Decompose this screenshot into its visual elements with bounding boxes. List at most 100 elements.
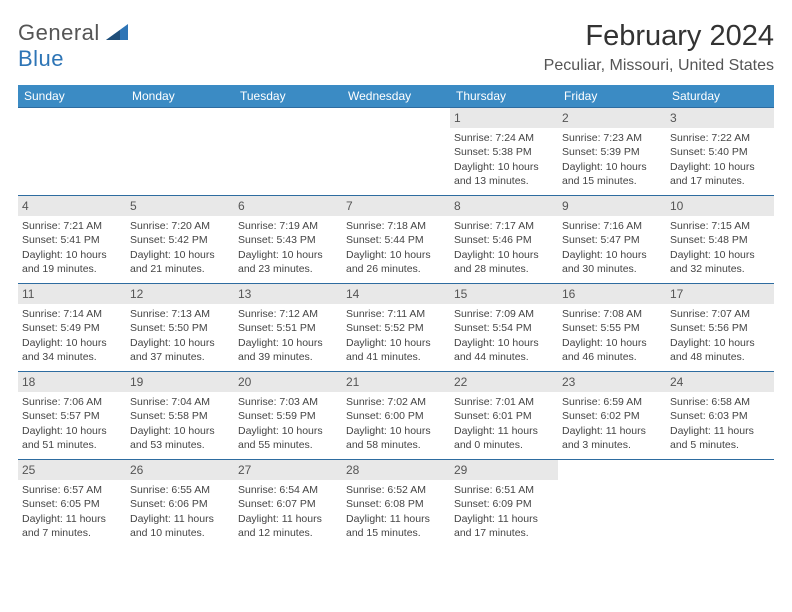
day-cell: 4Sunrise: 7:21 AMSunset: 5:41 PMDaylight… bbox=[18, 196, 126, 284]
weekday-header: Sunday bbox=[18, 85, 126, 108]
day-cell bbox=[18, 108, 126, 196]
day-cell: 2Sunrise: 7:23 AMSunset: 5:39 PMDaylight… bbox=[558, 108, 666, 196]
day-number: 14 bbox=[342, 284, 450, 304]
day-cell bbox=[126, 108, 234, 196]
day-number: 24 bbox=[666, 372, 774, 392]
daylight-text: and 30 minutes. bbox=[562, 262, 662, 276]
sunrise-text: Sunrise: 6:57 AM bbox=[22, 483, 122, 497]
day-cell: 28Sunrise: 6:52 AMSunset: 6:08 PMDayligh… bbox=[342, 460, 450, 548]
day-cell bbox=[342, 108, 450, 196]
day-cell: 7Sunrise: 7:18 AMSunset: 5:44 PMDaylight… bbox=[342, 196, 450, 284]
weekday-header-row: Sunday Monday Tuesday Wednesday Thursday… bbox=[18, 85, 774, 108]
sunrise-text: Sunrise: 7:14 AM bbox=[22, 307, 122, 321]
daylight-text: Daylight: 10 hours bbox=[238, 336, 338, 350]
day-number: 15 bbox=[450, 284, 558, 304]
sunset-text: Sunset: 6:07 PM bbox=[238, 497, 338, 511]
sunset-text: Sunset: 5:51 PM bbox=[238, 321, 338, 335]
sunset-text: Sunset: 5:55 PM bbox=[562, 321, 662, 335]
day-cell: 18Sunrise: 7:06 AMSunset: 5:57 PMDayligh… bbox=[18, 372, 126, 460]
sunset-text: Sunset: 5:59 PM bbox=[238, 409, 338, 423]
day-number: 23 bbox=[558, 372, 666, 392]
daylight-text: and 12 minutes. bbox=[238, 526, 338, 540]
day-cell: 22Sunrise: 7:01 AMSunset: 6:01 PMDayligh… bbox=[450, 372, 558, 460]
sunset-text: Sunset: 6:05 PM bbox=[22, 497, 122, 511]
daylight-text: Daylight: 10 hours bbox=[562, 160, 662, 174]
sunset-text: Sunset: 6:03 PM bbox=[670, 409, 770, 423]
sunset-text: Sunset: 5:58 PM bbox=[130, 409, 230, 423]
daylight-text: Daylight: 10 hours bbox=[670, 248, 770, 262]
logo-triangle-icon bbox=[106, 24, 128, 40]
sunrise-text: Sunrise: 7:18 AM bbox=[346, 219, 446, 233]
day-cell: 8Sunrise: 7:17 AMSunset: 5:46 PMDaylight… bbox=[450, 196, 558, 284]
daylight-text: and 15 minutes. bbox=[346, 526, 446, 540]
sunset-text: Sunset: 5:39 PM bbox=[562, 145, 662, 159]
week-row: 11 Sunrise: 7:14 AMSunset: 5:49 PM Dayligh… bbox=[18, 284, 774, 372]
daylight-text: and 39 minutes. bbox=[238, 350, 338, 364]
daylight-text: Daylight: 10 hours bbox=[670, 160, 770, 174]
daylight-text: and 32 minutes. bbox=[670, 262, 770, 276]
day-number: 11 bbox=[18, 284, 126, 304]
daylight-text: Daylight: 10 hours bbox=[670, 336, 770, 350]
logo-text-general: General bbox=[18, 20, 100, 45]
sunset-text: Sunset: 5:46 PM bbox=[454, 233, 554, 247]
day-cell: 20Sunrise: 7:03 AMSunset: 5:59 PMDayligh… bbox=[234, 372, 342, 460]
sunrise-text: Sunrise: 6:59 AM bbox=[562, 395, 662, 409]
day-number: 13 bbox=[234, 284, 342, 304]
day-cell: 3Sunrise: 7:22 AMSunset: 5:40 PMDaylight… bbox=[666, 108, 774, 196]
week-row: 1Sunrise: 7:24 AMSunset: 5:38 PMDaylight… bbox=[18, 108, 774, 196]
sunrise-text: Sunrise: 6:55 AM bbox=[130, 483, 230, 497]
daylight-text: and 17 minutes. bbox=[454, 526, 554, 540]
day-cell: 25Sunrise: 6:57 AMSunset: 6:05 PMDayligh… bbox=[18, 460, 126, 548]
day-cell bbox=[234, 108, 342, 196]
weekday-header: Saturday bbox=[666, 85, 774, 108]
day-number: 26 bbox=[126, 460, 234, 480]
sunset-text: Sunset: 5:49 PM bbox=[22, 321, 122, 335]
day-number: 6 bbox=[234, 196, 342, 216]
daylight-text: and 0 minutes. bbox=[454, 438, 554, 452]
day-cell: 5Sunrise: 7:20 AMSunset: 5:42 PMDaylight… bbox=[126, 196, 234, 284]
daylight-text: and 10 minutes. bbox=[130, 526, 230, 540]
sunrise-text: Sunrise: 6:52 AM bbox=[346, 483, 446, 497]
daylight-text: and 17 minutes. bbox=[670, 174, 770, 188]
calendar-table: Sunday Monday Tuesday Wednesday Thursday… bbox=[18, 85, 774, 548]
sunrise-text: Sunrise: 7:19 AM bbox=[238, 219, 338, 233]
sunrise-text: Sunrise: 7:04 AM bbox=[130, 395, 230, 409]
daylight-text: and 48 minutes. bbox=[670, 350, 770, 364]
day-cell: 13Sunrise: 7:12 AMSunset: 5:51 PMDayligh… bbox=[234, 284, 342, 372]
daylight-text: and 13 minutes. bbox=[454, 174, 554, 188]
day-cell: 26Sunrise: 6:55 AMSunset: 6:06 PMDayligh… bbox=[126, 460, 234, 548]
daylight-text: Daylight: 11 hours bbox=[454, 512, 554, 526]
weekday-header: Wednesday bbox=[342, 85, 450, 108]
sunset-text: Sunset: 5:52 PM bbox=[346, 321, 446, 335]
daylight-text: Daylight: 10 hours bbox=[238, 424, 338, 438]
daylight-text: and 58 minutes. bbox=[346, 438, 446, 452]
daylight-text: and 21 minutes. bbox=[130, 262, 230, 276]
day-number: 21 bbox=[342, 372, 450, 392]
day-cell: 12Sunrise: 7:13 AMSunset: 5:50 PMDayligh… bbox=[126, 284, 234, 372]
daylight-text: and 23 minutes. bbox=[238, 262, 338, 276]
day-number: 5 bbox=[126, 196, 234, 216]
sunset-text: Sunset: 5:57 PM bbox=[22, 409, 122, 423]
daylight-text: and 34 minutes. bbox=[22, 350, 122, 364]
day-number: 3 bbox=[666, 108, 774, 128]
daylight-text: Daylight: 10 hours bbox=[454, 160, 554, 174]
logo-text-blue: Blue bbox=[18, 46, 64, 71]
day-cell: 15Sunrise: 7:09 AMSunset: 5:54 PMDayligh… bbox=[450, 284, 558, 372]
sunset-text: Sunset: 6:02 PM bbox=[562, 409, 662, 423]
daylight-text: Daylight: 10 hours bbox=[22, 248, 122, 262]
sunrise-text: Sunrise: 6:51 AM bbox=[454, 483, 554, 497]
day-cell: 27Sunrise: 6:54 AMSunset: 6:07 PMDayligh… bbox=[234, 460, 342, 548]
daylight-text: Daylight: 11 hours bbox=[22, 512, 122, 526]
day-cell: 6Sunrise: 7:19 AMSunset: 5:43 PMDaylight… bbox=[234, 196, 342, 284]
sunset-text: Sunset: 6:09 PM bbox=[454, 497, 554, 511]
day-number: 18 bbox=[18, 372, 126, 392]
weekday-header: Friday bbox=[558, 85, 666, 108]
sunset-text: Sunset: 6:00 PM bbox=[346, 409, 446, 423]
week-row: 18Sunrise: 7:06 AMSunset: 5:57 PMDayligh… bbox=[18, 372, 774, 460]
sunset-text: Sunset: 5:41 PM bbox=[22, 233, 122, 247]
day-cell: 19Sunrise: 7:04 AMSunset: 5:58 PMDayligh… bbox=[126, 372, 234, 460]
sunset-text: Sunset: 5:56 PM bbox=[670, 321, 770, 335]
day-cell: 29Sunrise: 6:51 AMSunset: 6:09 PMDayligh… bbox=[450, 460, 558, 548]
weekday-header: Tuesday bbox=[234, 85, 342, 108]
daylight-text: and 28 minutes. bbox=[454, 262, 554, 276]
